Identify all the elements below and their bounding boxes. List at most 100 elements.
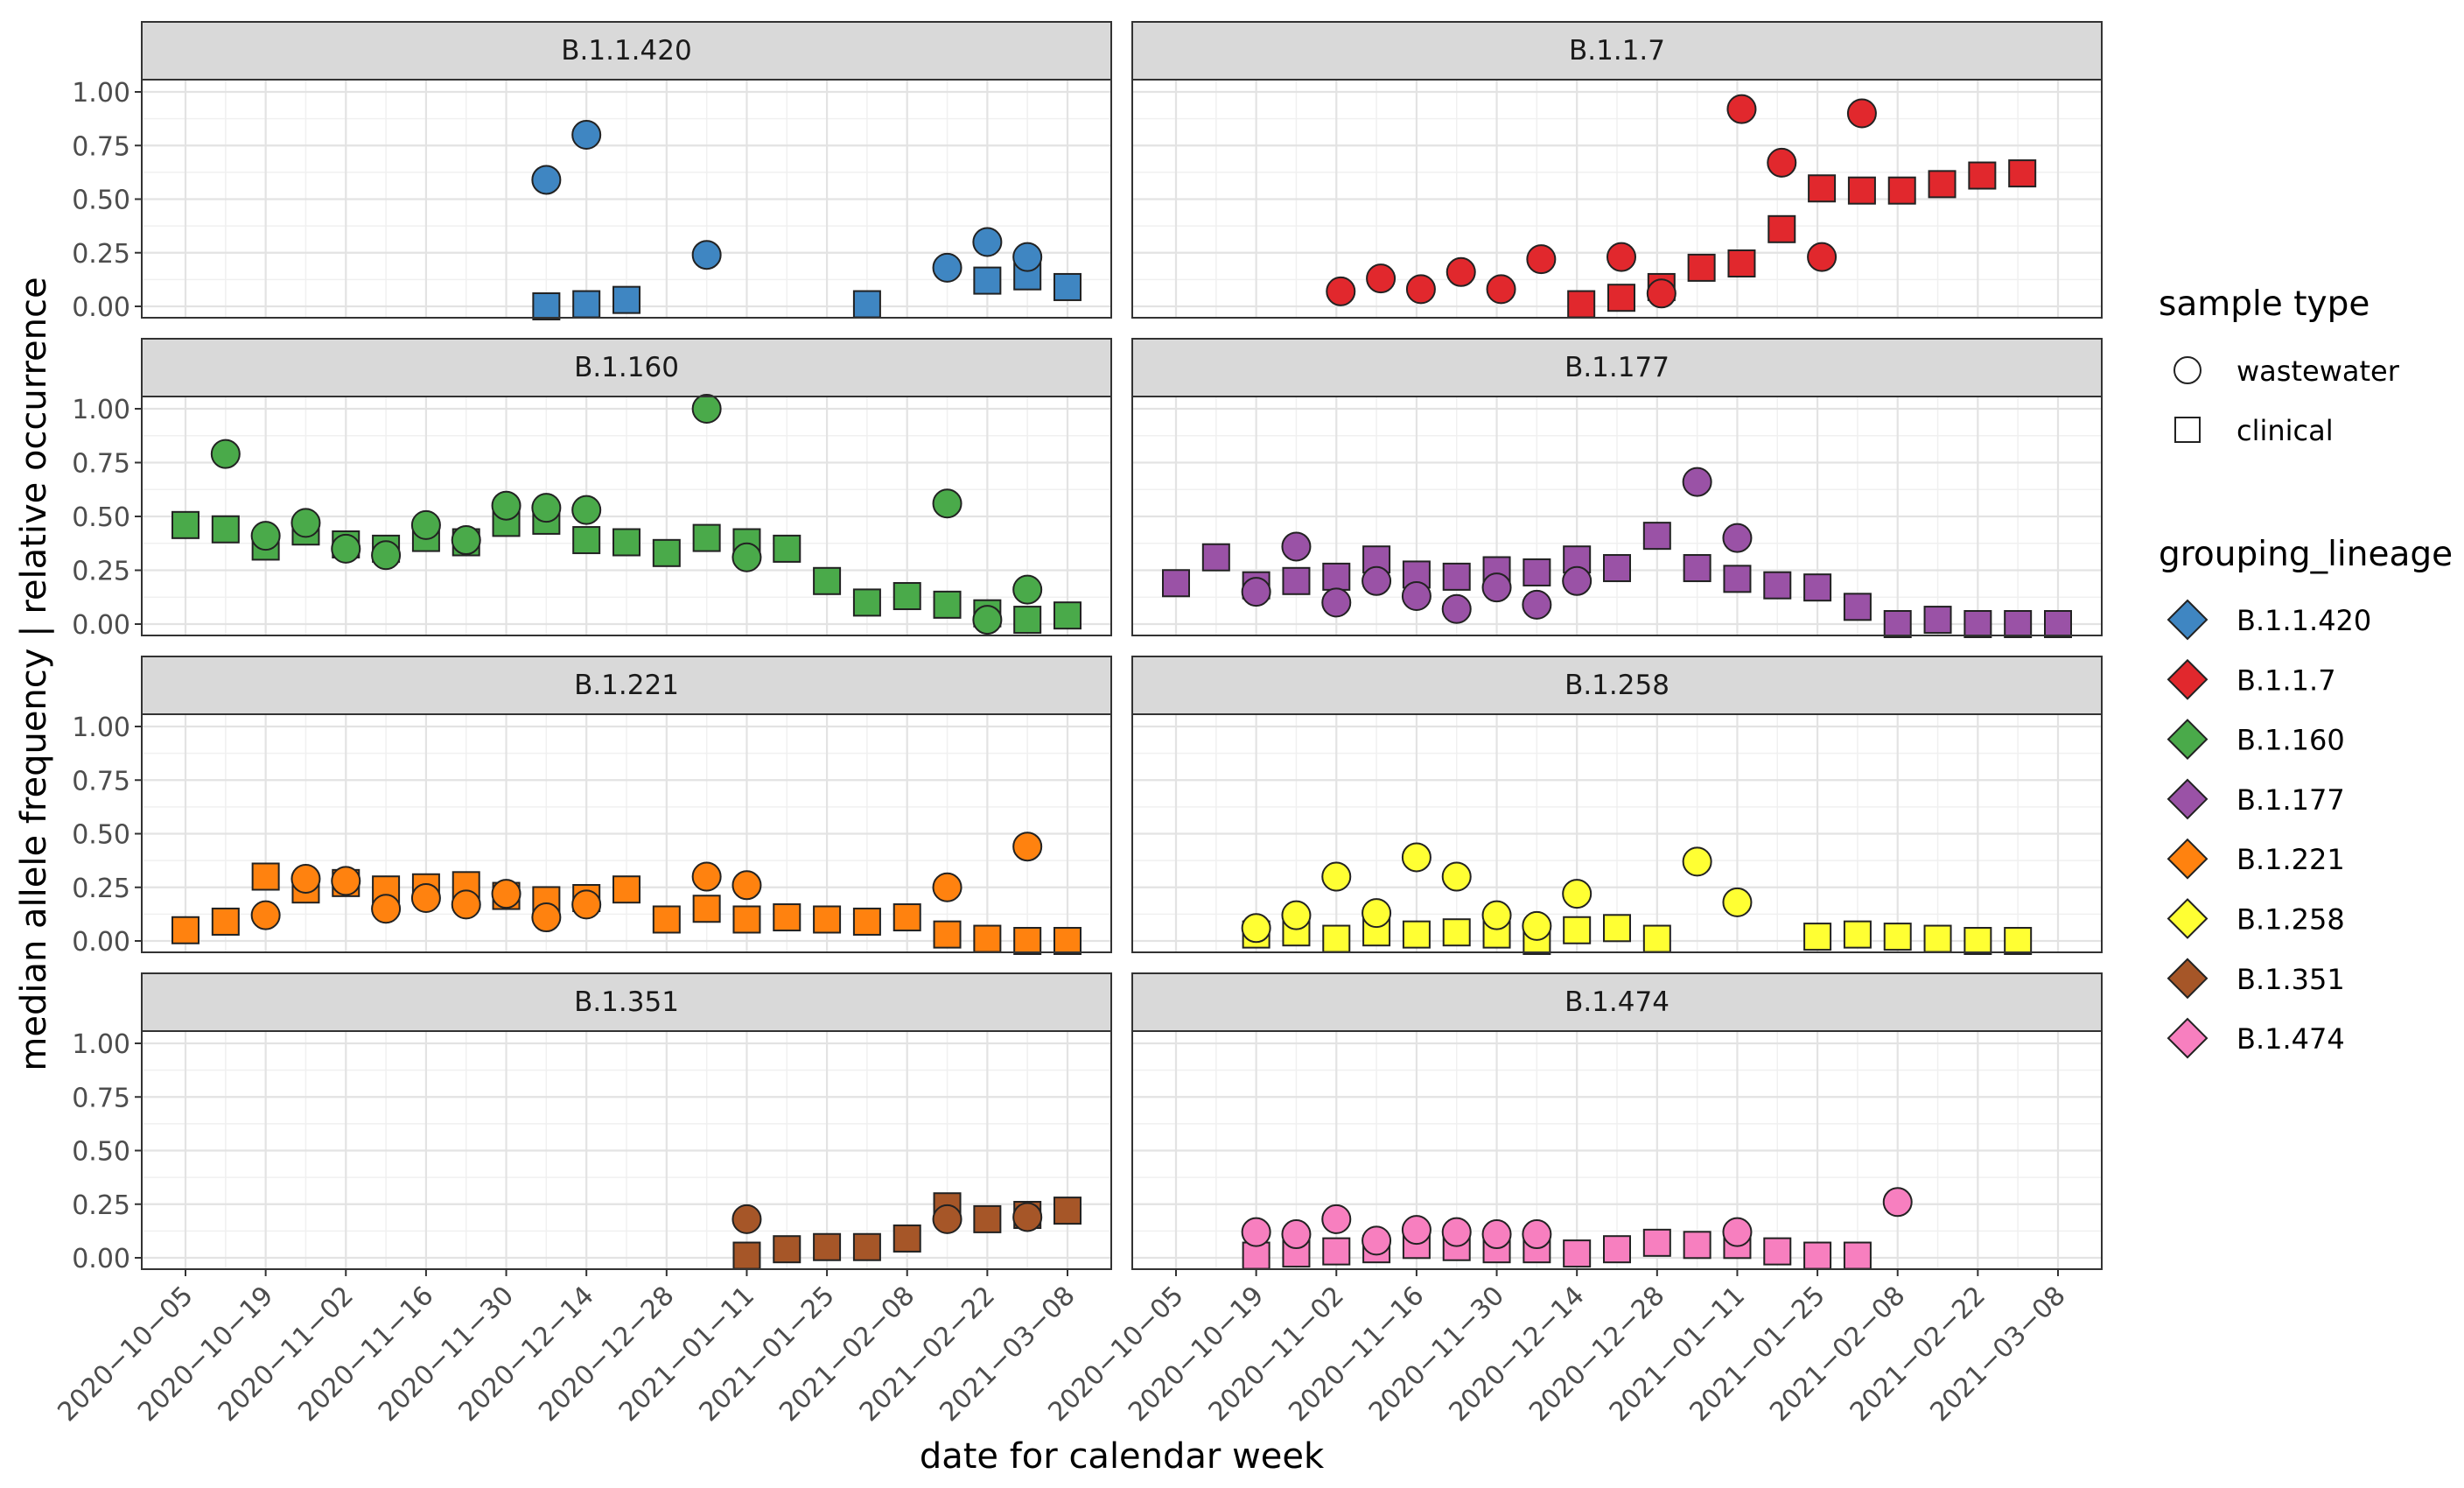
clinical-point: [773, 534, 802, 563]
legend-key-B-1-160: [2166, 719, 2208, 761]
clinical-point: [773, 1235, 802, 1264]
wastewater-point: [1481, 1219, 1512, 1250]
clinical-point: [892, 903, 921, 932]
y-tick-label: 0.75: [72, 766, 130, 797]
clinical-point: [1322, 924, 1351, 953]
clinical-point: [572, 290, 601, 319]
clinical-point: [1803, 1241, 1832, 1270]
facet-panel-B-1-351: B.1.351: [141, 972, 1112, 1270]
wastewater-point: [972, 227, 1003, 257]
facet-panel-B-1-258: B.1.258: [1131, 656, 2103, 955]
wastewater-point: [1241, 913, 1271, 944]
legend-label-clinical: clinical: [2236, 414, 2334, 447]
clinical-point: [1201, 543, 1230, 572]
data-points: [172, 394, 1082, 635]
legend-key-B-1-177: [2166, 778, 2208, 820]
wastewater-point: [1281, 900, 1312, 930]
clinical-point: [1843, 920, 1872, 949]
clinical-point: [1563, 1239, 1592, 1268]
wastewater-point: [1562, 565, 1592, 596]
clinical-point: [172, 916, 200, 944]
clinical-point: [1887, 176, 1916, 205]
clinical-point: [1567, 290, 1596, 319]
facet-strip-label: B.1.1.7: [1569, 35, 1665, 67]
wastewater-point: [1522, 589, 1552, 620]
clinical-point: [1442, 562, 1471, 591]
wastewater-point: [1281, 531, 1312, 562]
facet-panel-B-1-177: B.1.177: [1131, 338, 2103, 638]
wastewater-point: [571, 889, 602, 920]
gridlines: [142, 1031, 1111, 1269]
y-tick-label: 0.25: [72, 239, 130, 270]
y-tick-label: 0.75: [72, 1083, 130, 1113]
wastewater-point: [1401, 1215, 1432, 1246]
clinical-point: [892, 582, 921, 611]
clinical-point: [973, 266, 1002, 295]
facet-panel-B-1-1-420: B.1.1.420: [141, 21, 1112, 320]
clinical-point: [2004, 927, 2033, 955]
wastewater-point: [1722, 523, 1753, 553]
wastewater-point: [1012, 832, 1043, 862]
facet-strip-label: B.1.258: [1564, 670, 1670, 701]
wastewater-point: [1321, 587, 1352, 618]
wastewater-point: [1281, 1219, 1312, 1250]
y-tick-label: 0.00: [72, 927, 130, 958]
wastewater-point: [1606, 242, 1636, 272]
legend-key-B-1-351: [2166, 958, 2208, 1000]
clinical-point: [852, 588, 881, 617]
clinical-point: [1883, 923, 1912, 951]
clinical-point: [1442, 918, 1471, 947]
facet-strip: [1131, 972, 2103, 1032]
y-tick-label: 0.50: [72, 1137, 130, 1168]
facet-strip-label: B.1.474: [1564, 986, 1670, 1018]
clinical-point: [1683, 1231, 1712, 1260]
wastewater-point: [1441, 593, 1472, 624]
wastewater-point: [571, 120, 602, 150]
wastewater-point: [1846, 98, 1877, 129]
facet-strip-label: B.1.177: [1564, 352, 1670, 383]
clinical-point: [1803, 573, 1832, 602]
wastewater-point: [1362, 565, 1392, 596]
clinical-point: [612, 875, 640, 904]
clinical-point: [973, 1204, 1002, 1233]
clinical-point: [2044, 610, 2072, 638]
legend-title-sample-type: sample type: [2159, 284, 2370, 324]
y-tick-label: 0.50: [72, 186, 130, 216]
wastewater-point: [691, 240, 722, 270]
wastewater-point: [331, 533, 361, 564]
wastewater-point: [1362, 1225, 1392, 1256]
facet-strip: [1131, 656, 2103, 715]
facet-strip: [1131, 338, 2103, 397]
clinical-point: [892, 1224, 921, 1253]
wastewater-point: [1526, 244, 1557, 275]
panel-border: [1131, 1030, 2103, 1270]
wastewater-point: [732, 1204, 762, 1234]
wastewater-point: [932, 488, 962, 519]
clinical-point: [532, 292, 561, 320]
legend-key-B-1-221: [2166, 838, 2208, 880]
clinical-point: [1964, 927, 1992, 955]
clinical-point: [1013, 927, 1042, 955]
legend-label-B-1-258: B.1.258: [2236, 903, 2345, 937]
wastewater-point: [1682, 846, 1712, 877]
wastewater-point: [1441, 1217, 1472, 1247]
legend-label-B-1-160: B.1.160: [2236, 724, 2345, 757]
clinical-point: [692, 895, 721, 923]
clinical-point: [692, 523, 721, 552]
wastewater-point: [371, 894, 402, 924]
facet-strip-label: B.1.351: [574, 986, 679, 1018]
clinical-point: [1803, 923, 1832, 951]
clinical-point: [1054, 272, 1082, 301]
wastewater-point: [531, 493, 562, 523]
legend-label-B-1-474: B.1.474: [2236, 1022, 2345, 1056]
clinical-point: [1768, 214, 1796, 243]
y-tick-label: 0.50: [72, 820, 130, 851]
clinical-point: [813, 1232, 842, 1261]
facet-panel-B-1-474: B.1.474: [1131, 972, 2103, 1270]
clinical-point: [1843, 1241, 1872, 1270]
wastewater-point: [250, 521, 281, 551]
wastewater-point: [1882, 1187, 1913, 1218]
legend: sample type wastewater clinical grouping_li…: [2159, 284, 2453, 1059]
clinical-point: [1964, 610, 1992, 638]
facet-strip: [141, 338, 1112, 397]
